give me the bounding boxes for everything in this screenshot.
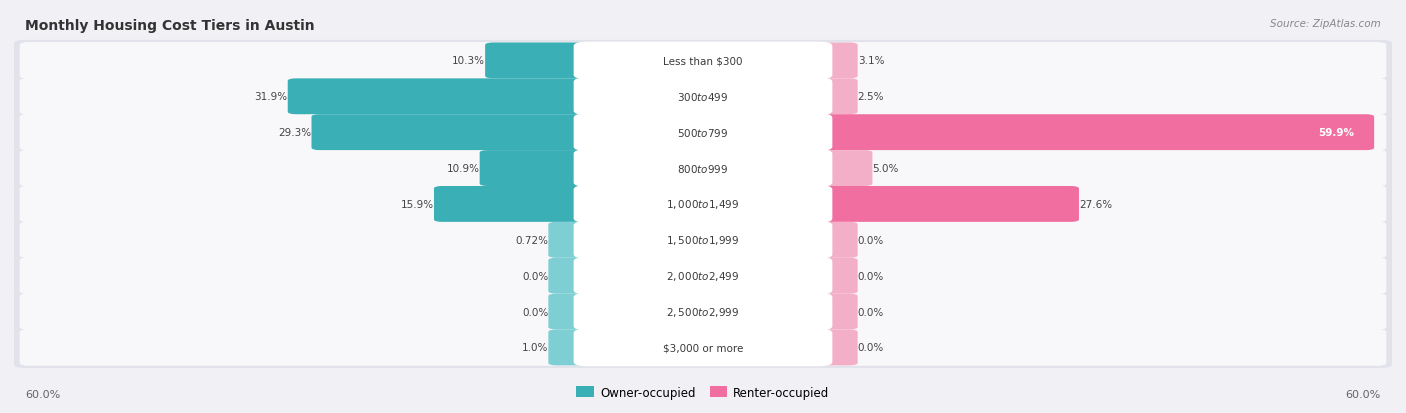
FancyBboxPatch shape <box>288 79 596 115</box>
FancyBboxPatch shape <box>20 79 1386 115</box>
FancyBboxPatch shape <box>20 43 1386 80</box>
Text: Source: ZipAtlas.com: Source: ZipAtlas.com <box>1270 19 1381 28</box>
Text: 1.0%: 1.0% <box>522 343 548 353</box>
Text: 0.0%: 0.0% <box>522 271 548 281</box>
Text: 29.3%: 29.3% <box>278 128 312 138</box>
FancyBboxPatch shape <box>20 186 1386 223</box>
FancyBboxPatch shape <box>574 114 832 152</box>
Text: 3.1%: 3.1% <box>858 56 884 66</box>
FancyBboxPatch shape <box>810 187 1078 222</box>
Text: 0.0%: 0.0% <box>522 307 548 317</box>
FancyBboxPatch shape <box>810 222 858 258</box>
FancyBboxPatch shape <box>810 294 858 330</box>
Text: 10.9%: 10.9% <box>447 164 479 173</box>
Text: $1,000 to $1,499: $1,000 to $1,499 <box>666 198 740 211</box>
FancyBboxPatch shape <box>14 256 1392 297</box>
FancyBboxPatch shape <box>14 112 1392 153</box>
Text: 0.0%: 0.0% <box>858 343 884 353</box>
Text: 59.9%: 59.9% <box>1319 128 1354 138</box>
FancyBboxPatch shape <box>574 186 832 223</box>
FancyBboxPatch shape <box>548 294 596 330</box>
FancyBboxPatch shape <box>312 115 596 151</box>
FancyBboxPatch shape <box>14 184 1392 225</box>
FancyBboxPatch shape <box>14 76 1392 118</box>
FancyBboxPatch shape <box>574 78 832 116</box>
Text: 2.5%: 2.5% <box>858 92 884 102</box>
FancyBboxPatch shape <box>548 330 596 366</box>
Text: $500 to $799: $500 to $799 <box>678 127 728 139</box>
Text: $300 to $499: $300 to $499 <box>678 91 728 103</box>
FancyBboxPatch shape <box>20 294 1386 330</box>
Text: 0.0%: 0.0% <box>858 235 884 245</box>
FancyBboxPatch shape <box>14 327 1392 368</box>
FancyBboxPatch shape <box>20 114 1386 151</box>
FancyBboxPatch shape <box>574 221 832 259</box>
Text: 27.6%: 27.6% <box>1078 199 1112 209</box>
Text: 0.72%: 0.72% <box>516 235 548 245</box>
Text: $2,500 to $2,999: $2,500 to $2,999 <box>666 305 740 318</box>
Text: $800 to $999: $800 to $999 <box>678 163 728 175</box>
FancyBboxPatch shape <box>574 329 832 366</box>
Text: $1,500 to $1,999: $1,500 to $1,999 <box>666 234 740 247</box>
Text: Less than $300: Less than $300 <box>664 56 742 66</box>
FancyBboxPatch shape <box>574 293 832 330</box>
Text: 15.9%: 15.9% <box>401 199 434 209</box>
Text: 60.0%: 60.0% <box>25 389 60 399</box>
FancyBboxPatch shape <box>574 257 832 295</box>
FancyBboxPatch shape <box>434 187 596 222</box>
Text: 60.0%: 60.0% <box>1346 389 1381 399</box>
FancyBboxPatch shape <box>574 150 832 188</box>
Text: 31.9%: 31.9% <box>254 92 288 102</box>
FancyBboxPatch shape <box>548 258 596 294</box>
FancyBboxPatch shape <box>14 148 1392 189</box>
Legend: Owner-occupied, Renter-occupied: Owner-occupied, Renter-occupied <box>576 386 830 399</box>
FancyBboxPatch shape <box>810 43 858 79</box>
FancyBboxPatch shape <box>20 329 1386 366</box>
FancyBboxPatch shape <box>810 79 858 115</box>
FancyBboxPatch shape <box>479 151 596 187</box>
Text: Monthly Housing Cost Tiers in Austin: Monthly Housing Cost Tiers in Austin <box>25 19 315 33</box>
FancyBboxPatch shape <box>574 43 832 80</box>
FancyBboxPatch shape <box>810 115 1374 151</box>
Text: 0.0%: 0.0% <box>858 307 884 317</box>
Text: $2,000 to $2,499: $2,000 to $2,499 <box>666 270 740 282</box>
FancyBboxPatch shape <box>20 258 1386 294</box>
FancyBboxPatch shape <box>810 258 858 294</box>
Text: 0.0%: 0.0% <box>858 271 884 281</box>
FancyBboxPatch shape <box>548 222 596 258</box>
Text: 5.0%: 5.0% <box>872 164 898 173</box>
FancyBboxPatch shape <box>14 220 1392 261</box>
FancyBboxPatch shape <box>14 291 1392 332</box>
FancyBboxPatch shape <box>810 330 858 366</box>
Text: 10.3%: 10.3% <box>453 56 485 66</box>
FancyBboxPatch shape <box>14 41 1392 82</box>
FancyBboxPatch shape <box>485 43 596 79</box>
FancyBboxPatch shape <box>20 150 1386 187</box>
Text: $3,000 or more: $3,000 or more <box>662 343 744 353</box>
FancyBboxPatch shape <box>20 222 1386 259</box>
FancyBboxPatch shape <box>810 151 872 187</box>
